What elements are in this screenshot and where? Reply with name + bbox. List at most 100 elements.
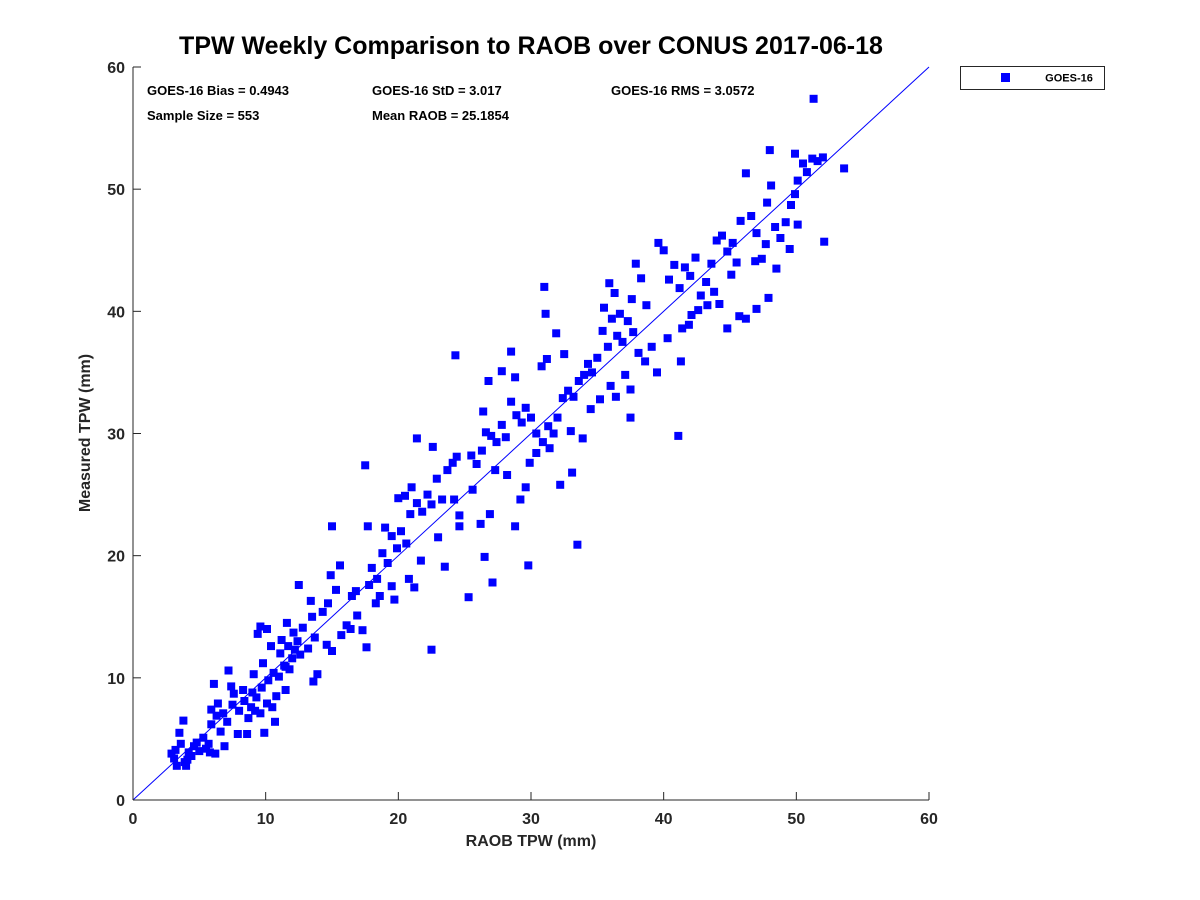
data-point: [397, 527, 405, 536]
plot-area: 0 10 20 30 40 50 60 0 10 20 30 40 50 60: [107, 60, 938, 828]
data-point: [204, 739, 213, 748]
data-point: [281, 662, 290, 671]
data-point: [394, 494, 403, 503]
data-point: [328, 647, 336, 655]
x-tick-label: 60: [920, 811, 938, 828]
data-point: [631, 259, 640, 268]
data-point: [288, 654, 297, 663]
data-point: [541, 309, 550, 318]
data-point: [820, 237, 829, 246]
data-point: [560, 350, 569, 359]
data-point: [556, 480, 565, 489]
data-point: [251, 706, 260, 715]
data-point: [347, 592, 356, 600]
data-point: [615, 309, 624, 318]
data-point: [521, 403, 530, 412]
data-point: [472, 460, 481, 468]
data-point: [781, 218, 790, 227]
data-point: [580, 370, 589, 379]
data-point: [179, 716, 188, 725]
data-point: [452, 452, 461, 461]
data-point: [455, 511, 464, 520]
data-point: [351, 587, 360, 596]
data-points: [167, 94, 849, 770]
data-point: [532, 429, 541, 438]
data-point: [337, 631, 346, 640]
data-point: [418, 507, 427, 516]
data-point: [501, 433, 510, 442]
data-point: [428, 442, 437, 451]
data-point: [298, 623, 307, 632]
x-tick-label: 50: [787, 811, 805, 828]
data-point: [793, 220, 802, 229]
data-point: [229, 689, 238, 698]
data-point: [318, 607, 327, 616]
data-point: [272, 692, 281, 701]
data-point: [268, 703, 277, 712]
data-point: [383, 559, 392, 567]
data-point: [611, 392, 620, 401]
data-point: [220, 742, 229, 751]
data-point: [410, 583, 419, 592]
data-point: [375, 592, 384, 600]
data-point: [481, 428, 490, 437]
data-point: [172, 761, 181, 770]
data-point: [707, 259, 716, 268]
data-point: [170, 754, 179, 763]
data-point: [610, 289, 619, 297]
data-point: [480, 552, 489, 561]
data-point: [613, 331, 622, 340]
data-point: [192, 738, 201, 747]
data-point: [322, 640, 331, 649]
data-point: [680, 263, 689, 272]
data-point: [524, 561, 533, 570]
data-point: [468, 485, 477, 494]
data-point: [183, 755, 192, 764]
data-point: [239, 686, 248, 694]
data-point: [464, 593, 473, 602]
x-tick-label: 30: [522, 811, 540, 828]
data-point: [195, 747, 204, 756]
data-point: [336, 561, 344, 570]
legend: GOES-16: [960, 66, 1105, 90]
data-point: [569, 392, 578, 401]
data-point: [696, 291, 705, 300]
data-point: [741, 314, 750, 323]
data-point: [387, 582, 396, 591]
data-point: [381, 523, 390, 532]
data-point: [549, 429, 558, 438]
data-point: [654, 238, 663, 247]
data-point: [326, 571, 335, 580]
data-point: [451, 351, 460, 360]
y-tick-label: 30: [107, 427, 125, 444]
x-axis-ticks: 0 10 20 30 40 50 60: [129, 792, 938, 828]
data-point: [684, 320, 693, 329]
data-point: [678, 324, 687, 333]
data-point: [423, 490, 432, 499]
mean-raob-annotation: Mean RAOB = 25.1854: [372, 108, 510, 123]
data-point: [702, 278, 711, 286]
data-point: [224, 666, 233, 675]
data-point: [492, 438, 501, 447]
data-point: [252, 693, 261, 702]
y-tick-label: 20: [107, 549, 125, 566]
data-point: [623, 317, 632, 326]
data-point: [274, 672, 283, 681]
data-point: [511, 522, 520, 531]
data-point: [653, 368, 661, 377]
data-point: [304, 644, 313, 653]
data-point: [553, 413, 562, 422]
data-point: [296, 650, 305, 659]
data-point: [289, 628, 298, 637]
data-point: [485, 510, 494, 519]
data-point: [802, 168, 811, 177]
data-point: [516, 495, 525, 504]
data-point: [412, 434, 421, 443]
data-point: [373, 574, 382, 583]
data-point: [438, 495, 447, 504]
data-point: [525, 458, 534, 467]
data-point: [793, 176, 802, 185]
data-point: [765, 146, 774, 155]
data-point: [367, 563, 376, 572]
data-point: [545, 444, 554, 453]
